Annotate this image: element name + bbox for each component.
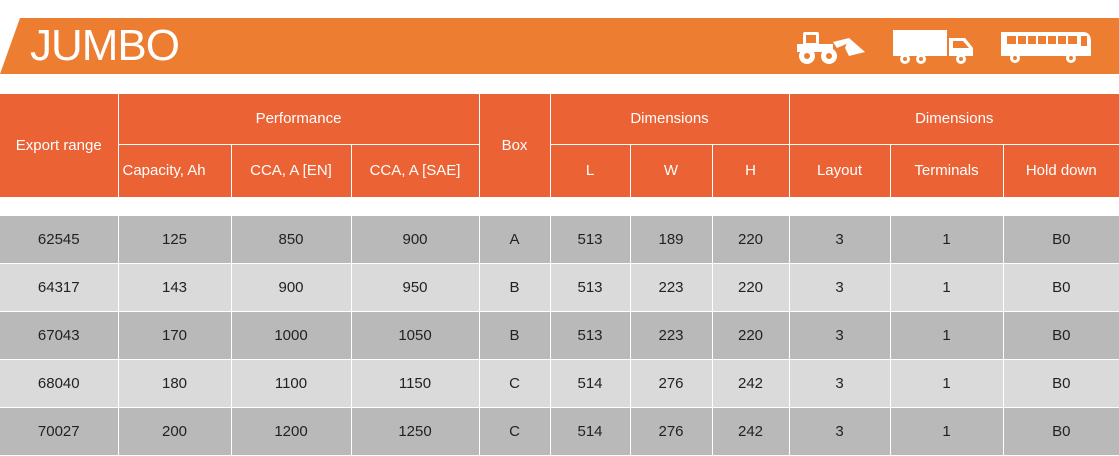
table-cell: 1050 <box>351 311 480 360</box>
table-cell: 189 <box>630 216 713 264</box>
table-cell: 1200 <box>231 407 352 456</box>
table-cell: 180 <box>118 359 232 408</box>
table-cell: 514 <box>550 359 631 408</box>
col-width: W <box>630 144 713 197</box>
table-cell: 950 <box>351 263 480 312</box>
table-cell: 64317 <box>0 263 119 312</box>
table-cell: 242 <box>712 407 790 456</box>
col-length: L <box>550 144 631 197</box>
col-cca-en: CCA, A [EN] <box>231 144 352 197</box>
table-cell: 1100 <box>231 359 352 408</box>
table-cell: 125 <box>118 216 232 264</box>
table-cell: 1000 <box>231 311 352 360</box>
table-cell: 276 <box>630 359 713 408</box>
table-cell: 170 <box>118 311 232 360</box>
battery-spec-table: Export range Performance Box Dimensions … <box>0 94 1119 456</box>
table-cell: 220 <box>712 216 790 264</box>
table-cell: 3 <box>789 311 891 360</box>
table-cell: 223 <box>630 263 713 312</box>
col-cca-sae: CCA, A [SAE] <box>351 144 480 197</box>
table-row: 70027 200 1200 1250 C 514 276 242 3 1 B0 <box>0 407 1119 456</box>
table-cell: B0 <box>1003 216 1119 264</box>
table-cell: B <box>479 311 551 360</box>
table-cell: 1 <box>890 263 1004 312</box>
col-box: Box <box>479 94 551 197</box>
col-capacity: Capacity, Ah <box>118 144 232 197</box>
table-cell: 850 <box>231 216 352 264</box>
table-cell: 3 <box>789 359 891 408</box>
table-cell: 62545 <box>0 216 119 264</box>
table-row: 62545 125 850 900 A 513 189 220 3 1 B0 <box>0 216 1119 264</box>
col-export-range: Export range <box>0 94 119 197</box>
table-cell: 68040 <box>0 359 119 408</box>
table-cell: 1 <box>890 407 1004 456</box>
col-hold-down: Hold down <box>1003 144 1119 197</box>
table-cell: 900 <box>351 216 480 264</box>
table-cell: 1150 <box>351 359 480 408</box>
table-cell: 143 <box>118 263 232 312</box>
table-cell: 1 <box>890 359 1004 408</box>
table-cell: 514 <box>550 407 631 456</box>
group-dimensions: Dimensions <box>550 94 790 145</box>
table-cell: 200 <box>118 407 232 456</box>
table-cell: B0 <box>1003 311 1119 360</box>
table-cell: 220 <box>712 263 790 312</box>
table-cell: 220 <box>712 311 790 360</box>
bus-icon <box>1001 32 1091 63</box>
table-cell: 1 <box>890 216 1004 264</box>
loader-icon <box>797 32 865 64</box>
vehicle-icons <box>793 24 1093 68</box>
table-cell: 223 <box>630 311 713 360</box>
table-cell: 3 <box>789 263 891 312</box>
table-cell: C <box>479 359 551 408</box>
table-cell: 513 <box>550 311 631 360</box>
table-cell: B0 <box>1003 263 1119 312</box>
table-cell: 900 <box>231 263 352 312</box>
table-cell: B <box>479 263 551 312</box>
table-cell: A <box>479 216 551 264</box>
table-cell: 513 <box>550 263 631 312</box>
table-cell: 242 <box>712 359 790 408</box>
table-cell: 3 <box>789 407 891 456</box>
truck-icon <box>893 30 973 64</box>
table-cell: 1250 <box>351 407 480 456</box>
table-cell: 276 <box>630 407 713 456</box>
group-dimensions-2: Dimensions <box>789 94 1119 145</box>
col-layout: Layout <box>789 144 891 197</box>
table-row: 68040 180 1100 1150 C 514 276 242 3 1 B0 <box>0 359 1119 408</box>
table-row: 64317 143 900 950 B 513 223 220 3 1 B0 <box>0 263 1119 312</box>
table-cell: 70027 <box>0 407 119 456</box>
table-cell: 3 <box>789 216 891 264</box>
col-height: H <box>712 144 790 197</box>
table-cell: 513 <box>550 216 631 264</box>
page-title: JUMBO <box>30 21 180 70</box>
title-banner: JUMBO <box>0 18 1119 74</box>
col-terminals: Terminals <box>890 144 1004 197</box>
table-cell: 67043 <box>0 311 119 360</box>
table-cell: B0 <box>1003 359 1119 408</box>
table-cell: B0 <box>1003 407 1119 456</box>
table-cell: 1 <box>890 311 1004 360</box>
table-row: 67043 170 1000 1050 B 513 223 220 3 1 B0 <box>0 311 1119 360</box>
group-performance: Performance <box>118 94 480 145</box>
table-cell: C <box>479 407 551 456</box>
